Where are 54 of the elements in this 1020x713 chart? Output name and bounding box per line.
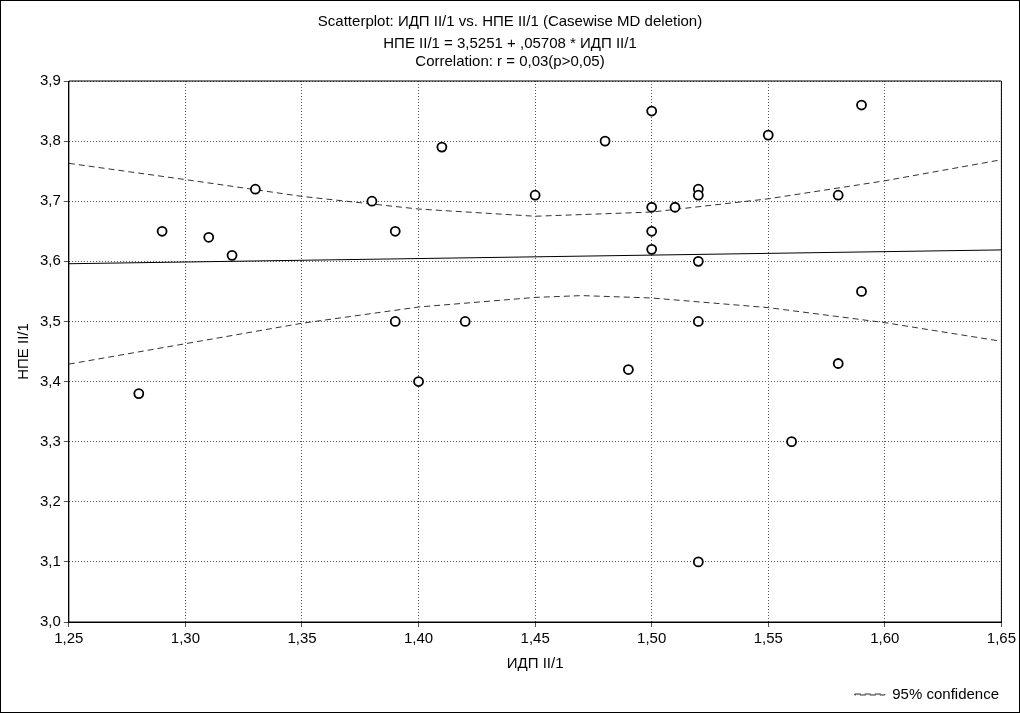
- x-tick-label: 1,65: [986, 629, 1016, 647]
- point: [622, 364, 634, 375]
- x-tick-label: 1,55: [753, 629, 783, 647]
- chart-title: Scatterplot: ИДП II/1 vs. НПЕ II/1 (Casewise MD deletion): [317, 12, 703, 30]
- x-axis-title: ИДП II/1: [506, 654, 564, 672]
- legend-label: 95% confidence: [892, 684, 1000, 702]
- point: [646, 225, 658, 237]
- point: [856, 99, 867, 111]
- point: [646, 201, 658, 213]
- x-tick-label: 1,45: [520, 629, 550, 647]
- point: [133, 388, 145, 399]
- x-tick-label: 1,60: [870, 629, 900, 647]
- point: [762, 129, 774, 141]
- x-tick-label: 1,25: [54, 629, 84, 647]
- y-tick-label: 3,6: [39, 251, 61, 269]
- text: Correlation: r = 0,03(p>0,05): [415, 52, 605, 70]
- point: [646, 105, 658, 117]
- point: [692, 189, 704, 201]
- point: [389, 225, 401, 237]
- chart-subtitle: НПЕ II/1 = 3,5251 + ,05708 * ИДП II/1: [383, 34, 637, 52]
- point: [832, 189, 844, 201]
- point: [786, 436, 797, 448]
- x-tick-label: 1,35: [287, 629, 317, 647]
- point: [156, 225, 168, 237]
- point: [203, 231, 215, 243]
- x-tick-label: 1,30: [170, 629, 201, 647]
- point: [389, 316, 401, 327]
- y-tick-label: 3,0: [39, 612, 61, 630]
- point: [856, 285, 867, 297]
- y-axis-title: НПЕ II/1: [14, 323, 32, 380]
- x-tick-label: 1,50: [637, 629, 667, 647]
- x-tick-label: 1,40: [403, 629, 434, 647]
- y-tick-label: 3,1: [39, 552, 61, 570]
- point: [692, 316, 704, 327]
- y-tick-label: 3,2: [39, 491, 61, 509]
- point: [366, 195, 378, 207]
- y-tick-label: 3,8: [39, 131, 61, 149]
- y-tick-label: 3,7: [39, 191, 61, 209]
- point: [692, 255, 704, 267]
- point: [529, 189, 541, 201]
- point: [646, 243, 658, 255]
- y-tick-label: 3,5: [39, 311, 61, 329]
- point: [249, 183, 261, 195]
- y-tick-label: 3,3: [39, 431, 61, 449]
- point: [832, 358, 844, 369]
- y-tick-label: 3,4: [39, 371, 61, 389]
- point: [692, 556, 704, 568]
- point: [669, 201, 681, 213]
- point: [599, 135, 611, 147]
- point: [226, 249, 238, 261]
- y-tick-label: 3,9: [39, 71, 61, 89]
- point: [413, 376, 424, 387]
- point: [459, 316, 471, 327]
- point: [436, 141, 448, 153]
